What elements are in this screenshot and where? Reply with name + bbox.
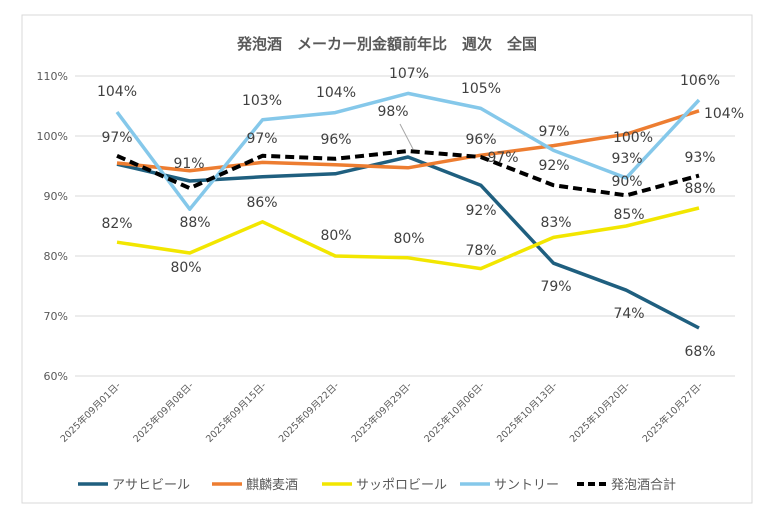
y-tick-label: 100% [37, 130, 68, 143]
legend-label: 発泡酒合計 [611, 477, 676, 493]
data-label: 80% [320, 228, 351, 244]
series-line-4 [116, 149, 700, 198]
data-label: 106% [680, 73, 720, 89]
y-tick-label: 80% [44, 250, 68, 263]
legend-label: サントリー [494, 478, 559, 493]
y-tick-label: 90% [44, 190, 68, 203]
data-label: 91% [173, 156, 204, 172]
data-label: 97% [246, 131, 277, 147]
leader-line [399, 123, 414, 150]
data-label: 104% [704, 106, 744, 122]
series-line-1 [116, 109, 700, 173]
legend-label: サッポロビール [356, 478, 447, 493]
data-label: 79% [540, 279, 571, 295]
data-label: 100% [613, 130, 653, 146]
data-label: 92% [538, 158, 569, 174]
data-label: 97% [101, 130, 132, 146]
data-label: 68% [684, 344, 715, 360]
y-tick-label: 110% [37, 70, 68, 83]
chart-title: 発泡酒 メーカー別金額前年比 週次 全国 [236, 35, 537, 53]
data-label: 96% [320, 132, 351, 148]
data-label: 92% [465, 203, 496, 219]
data-label: 93% [611, 151, 642, 167]
legend-label: アサヒビール [112, 478, 190, 493]
data-label: 105% [461, 81, 501, 97]
data-label: 88% [684, 181, 715, 197]
data-label: 82% [101, 216, 132, 232]
data-label: 107% [389, 66, 429, 82]
data-label: 104% [316, 85, 356, 101]
data-label: 83% [540, 215, 571, 231]
data-label: 104% [97, 84, 137, 100]
data-label: 88% [179, 215, 210, 231]
data-label: 74% [613, 306, 644, 322]
data-label: 97% [538, 124, 569, 140]
data-label: 78% [465, 243, 496, 259]
data-label: 97% [487, 150, 518, 166]
data-label: 90% [611, 174, 642, 190]
data-label: 96% [465, 132, 496, 148]
data-label: 85% [613, 207, 644, 223]
data-label: 86% [246, 195, 277, 211]
data-label: 93% [684, 150, 715, 166]
data-label: 80% [393, 231, 424, 247]
series-line-2 [116, 206, 700, 271]
data-label: 98% [377, 104, 408, 120]
legend-label: 麒麟麦酒 [246, 477, 298, 493]
data-label: 103% [242, 93, 282, 109]
data-label: 80% [170, 260, 201, 276]
y-tick-label: 70% [44, 310, 68, 323]
y-tick-label: 60% [44, 370, 68, 383]
